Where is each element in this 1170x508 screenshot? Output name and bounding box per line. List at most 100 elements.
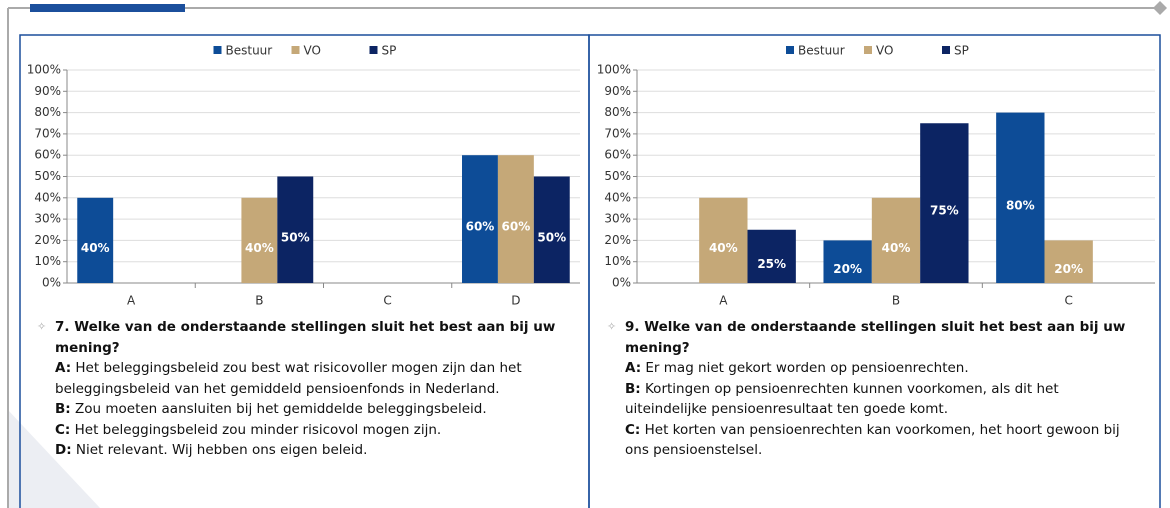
- bar: [277, 176, 314, 283]
- legend-swatch: [864, 46, 872, 54]
- bar: [77, 197, 114, 283]
- bar: [462, 155, 498, 283]
- bar: [871, 197, 921, 283]
- option-text: Het korten van pensioenrechten kan voork…: [625, 421, 1120, 459]
- question: 7. Welke van de onderstaande stellingen …: [55, 319, 556, 356]
- bar: [823, 240, 872, 283]
- y-tick-label: 90%: [604, 84, 631, 98]
- decoration: [8, 410, 100, 508]
- question-block: ✧ 9. Welke van de onderstaande stellingen…: [607, 317, 1135, 461]
- y-tick-label: 10%: [34, 254, 61, 268]
- y-tick-label: 40%: [34, 190, 61, 204]
- bar: [497, 155, 534, 283]
- option-text: Niet relevant. Wij hebben ons eigen bele…: [75, 442, 368, 458]
- option-key: C:: [625, 421, 641, 438]
- bullet: ✧: [37, 320, 47, 333]
- y-tick-label: 20%: [34, 233, 61, 247]
- legend-swatch: [213, 46, 222, 54]
- data-label: 60%: [502, 220, 531, 234]
- y-tick-label: 100%: [597, 63, 631, 77]
- bar: [996, 112, 1045, 283]
- legend-label: Bestuur: [226, 44, 273, 58]
- data-label: 25%: [757, 257, 786, 271]
- data-label: 40%: [81, 241, 110, 255]
- y-tick-label: 40%: [604, 190, 631, 204]
- y-tick-label: 50%: [604, 169, 631, 183]
- option-text: Zou moeten aansluiten bij het gemiddelde…: [75, 401, 487, 417]
- option: D: Niet relevant. Wij hebben ons eigen b…: [55, 440, 565, 461]
- option-key: B:: [55, 401, 71, 417]
- question: 9. Welke van de onderstaande stellingen …: [625, 319, 1126, 356]
- data-label: 20%: [833, 262, 862, 276]
- option-key: A:: [625, 360, 642, 376]
- y-tick-label: 80%: [34, 105, 61, 119]
- legend-label: SP: [382, 44, 397, 58]
- option-key: A:: [55, 360, 72, 376]
- option-text: Kortingen op pensioenrechten kunnen voor…: [625, 380, 1059, 418]
- option-key: D:: [55, 442, 72, 458]
- option: A: Het beleggingsbeleid zou best wat ris…: [55, 358, 565, 399]
- bar: [533, 176, 570, 283]
- x-tick-label: D: [511, 294, 520, 308]
- data-label: 75%: [930, 204, 959, 218]
- data-label: 40%: [882, 241, 911, 255]
- bar: [241, 197, 278, 283]
- legend-swatch: [369, 46, 378, 54]
- bar: [747, 229, 796, 283]
- y-tick-label: 30%: [604, 212, 631, 226]
- x-tick-label: C: [1064, 294, 1072, 308]
- y-tick-label: 10%: [604, 254, 631, 268]
- legend-swatch: [942, 46, 950, 54]
- legend-label: Bestuur: [798, 44, 845, 58]
- legend-label: SP: [954, 44, 969, 58]
- option-key: B:: [625, 380, 641, 397]
- x-tick-label: B: [892, 294, 900, 308]
- y-tick-label: 20%: [604, 233, 631, 247]
- bullet: ✧: [607, 320, 617, 333]
- accent-bar: [30, 4, 185, 12]
- y-tick-label: 100%: [27, 63, 61, 77]
- y-tick-label: 70%: [34, 126, 61, 140]
- data-label: 80%: [1006, 198, 1035, 212]
- y-tick-label: 0%: [612, 276, 631, 290]
- option-key: C:: [55, 421, 71, 438]
- y-tick-label: 70%: [604, 126, 631, 140]
- bar: [699, 197, 748, 283]
- legend-label: VO: [304, 44, 321, 58]
- option: C: Het beleggingsbeleid zou minder risic…: [55, 420, 565, 441]
- data-label: 40%: [245, 241, 274, 255]
- x-tick-label: C: [383, 294, 391, 308]
- option-text: Het beleggingsbeleid zou best wat risico…: [55, 360, 522, 397]
- y-tick-label: 60%: [34, 148, 61, 162]
- x-tick-label: A: [127, 294, 136, 308]
- y-tick-label: 30%: [34, 212, 61, 226]
- data-label: 50%: [537, 230, 566, 244]
- x-tick-label: A: [719, 294, 728, 308]
- y-tick-label: 50%: [34, 169, 61, 183]
- y-tick-label: 90%: [34, 84, 61, 98]
- data-label: 60%: [466, 220, 495, 234]
- option: B: Kortingen op pensioenrechten kunnen v…: [625, 379, 1135, 420]
- legend-swatch: [786, 46, 794, 54]
- option-text: Het beleggingsbeleid zou minder risicovo…: [74, 421, 442, 438]
- data-label: 40%: [709, 241, 738, 255]
- y-tick-label: 80%: [604, 105, 631, 119]
- decoration: [1153, 1, 1167, 15]
- legend-swatch: [291, 46, 300, 54]
- y-tick-label: 0%: [42, 276, 61, 290]
- data-label: 50%: [281, 230, 310, 244]
- bar: [920, 123, 969, 283]
- x-tick-label: B: [255, 294, 263, 308]
- question-block: ✧ 7. Welke van de onderstaande stellingen…: [37, 317, 565, 461]
- legend-label: VO: [876, 44, 893, 58]
- option-text: Er mag niet gekort worden op pensioenrec…: [645, 360, 969, 376]
- y-tick-label: 60%: [604, 148, 631, 162]
- option: C: Het korten van pensioenrechten kan vo…: [625, 420, 1135, 461]
- panel: [588, 34, 1161, 508]
- option: B: Zou moeten aansluiten bij het gemidde…: [55, 399, 565, 420]
- bar: [1044, 240, 1093, 283]
- data-label: 20%: [1054, 262, 1083, 276]
- option: A: Er mag niet gekort worden op pensioen…: [625, 358, 1135, 379]
